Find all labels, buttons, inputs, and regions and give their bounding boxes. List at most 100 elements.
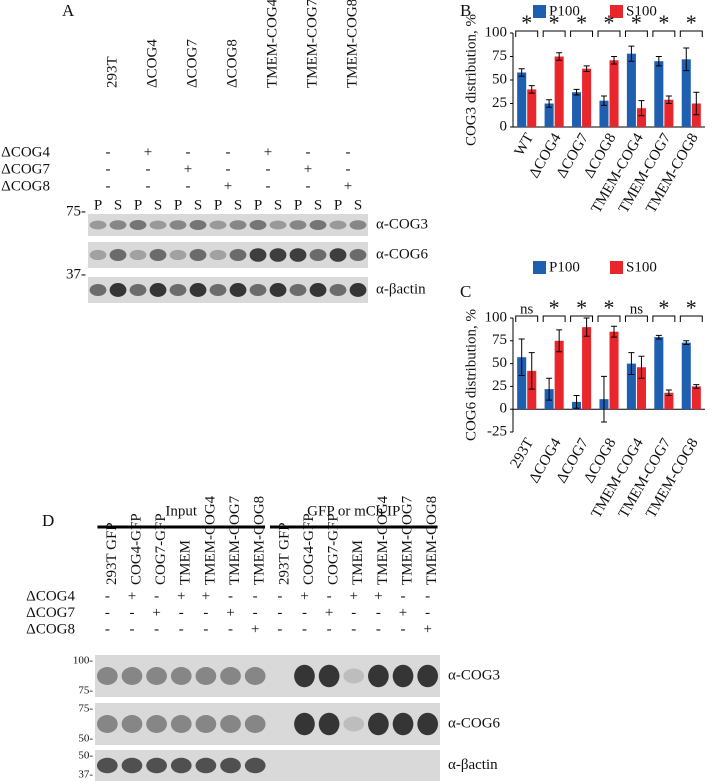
condition-mark: -: [266, 161, 271, 177]
error-bar: [665, 95, 672, 104]
band: [309, 248, 327, 262]
band: [146, 757, 167, 774]
band: [195, 715, 217, 733]
bar: [527, 370, 537, 410]
fraction-label: S: [354, 197, 362, 213]
bar: [626, 53, 636, 127]
significance-bracket: [652, 30, 676, 37]
condition-mark: +: [251, 621, 259, 637]
error-bar: [600, 95, 607, 106]
band: [349, 248, 367, 262]
error-bar: [683, 47, 690, 72]
bar: [517, 357, 527, 410]
antibody-label: α-βactin: [376, 281, 426, 297]
condition-mark: -: [351, 605, 356, 621]
significance-bracket: [679, 315, 703, 322]
band: [329, 220, 347, 230]
condition-mark: -: [425, 605, 430, 621]
band: [129, 220, 147, 230]
band: [309, 283, 327, 297]
significance-bracket: [597, 315, 621, 322]
error-bar: [611, 325, 618, 338]
lane-label: 293T GFP: [104, 522, 120, 585]
band: [121, 757, 143, 774]
condition-mark: -: [277, 621, 282, 637]
condition-mark: +: [325, 605, 333, 621]
error-bar: [693, 384, 700, 389]
y-tick-label: 100: [485, 24, 508, 40]
band: [96, 667, 118, 685]
error-bar: [546, 99, 553, 108]
band: [289, 283, 307, 297]
band: [149, 248, 167, 262]
fraction-label: P: [214, 197, 222, 213]
lane-label: ΔCOG7: [184, 39, 200, 88]
band: [349, 220, 367, 230]
band: [146, 715, 167, 733]
bar: [636, 367, 646, 410]
condition-mark: -: [226, 144, 231, 160]
condition-mark: +: [224, 178, 232, 194]
band: [209, 283, 227, 297]
error-bar: [655, 56, 662, 67]
condition-mark: +: [184, 161, 192, 177]
band: [349, 283, 367, 297]
bar: [572, 92, 582, 127]
bar: [626, 363, 636, 410]
condition-mark: +: [374, 588, 382, 604]
condition-mark: +: [350, 588, 358, 604]
significance-bracket: [515, 315, 539, 322]
band: [244, 757, 266, 774]
significance-label: *: [686, 295, 697, 320]
band: [89, 220, 107, 230]
band: [289, 220, 307, 230]
error-bar: [600, 375, 607, 423]
band: [417, 664, 439, 688]
band: [417, 712, 439, 736]
condition-mark: -: [306, 178, 311, 194]
band: [109, 248, 127, 262]
condition-mark: +: [304, 161, 312, 177]
lane-label: COG7-GFP: [153, 513, 169, 585]
condition-mark: +: [152, 605, 160, 621]
condition-mark: -: [306, 144, 311, 160]
fraction-label: P: [254, 197, 262, 213]
error-bar: [583, 317, 590, 337]
significance-bracket: [570, 315, 594, 322]
lane-label: COG7-GFP: [326, 513, 342, 585]
fraction-label: P: [334, 197, 342, 213]
significance-label: ns: [520, 301, 534, 317]
y-tick-label: 0: [500, 401, 508, 417]
condition-mark: -: [228, 621, 233, 637]
band: [195, 667, 217, 685]
condition-mark: -: [154, 621, 159, 637]
band: [229, 283, 247, 297]
mw-marker: 75-: [78, 685, 93, 697]
condition-mark: -: [154, 588, 159, 604]
y-tick-label: 75: [492, 332, 507, 348]
band: [209, 249, 227, 261]
lane-label: TMEM-COG8: [424, 496, 440, 585]
band: [129, 249, 147, 261]
band: [149, 220, 167, 230]
row-label: ΔCOG8: [1, 178, 50, 194]
y-tick-label: 100: [485, 309, 508, 325]
significance-label: *: [658, 10, 669, 35]
panel-label: B: [460, 1, 471, 20]
condition-mark: +: [344, 178, 352, 194]
mw-marker: 50-: [78, 750, 93, 762]
error-bar: [611, 56, 618, 65]
band: [109, 220, 127, 230]
error-bar: [528, 85, 535, 94]
band: [318, 712, 340, 736]
condition-mark: +: [226, 605, 234, 621]
condition-mark: +: [264, 144, 272, 160]
y-tick-label: -25: [487, 423, 507, 439]
bar: [681, 342, 691, 410]
condition-mark: -: [146, 178, 151, 194]
fraction-label: S: [314, 197, 322, 213]
band: [170, 715, 192, 733]
fraction-label: S: [234, 197, 242, 213]
antibody-label: α-COG3: [448, 667, 500, 683]
lane-label: TMEM: [178, 540, 194, 585]
